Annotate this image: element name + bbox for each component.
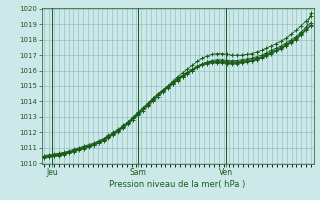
X-axis label: Pression niveau de la mer( hPa ): Pression niveau de la mer( hPa ) xyxy=(109,180,246,189)
